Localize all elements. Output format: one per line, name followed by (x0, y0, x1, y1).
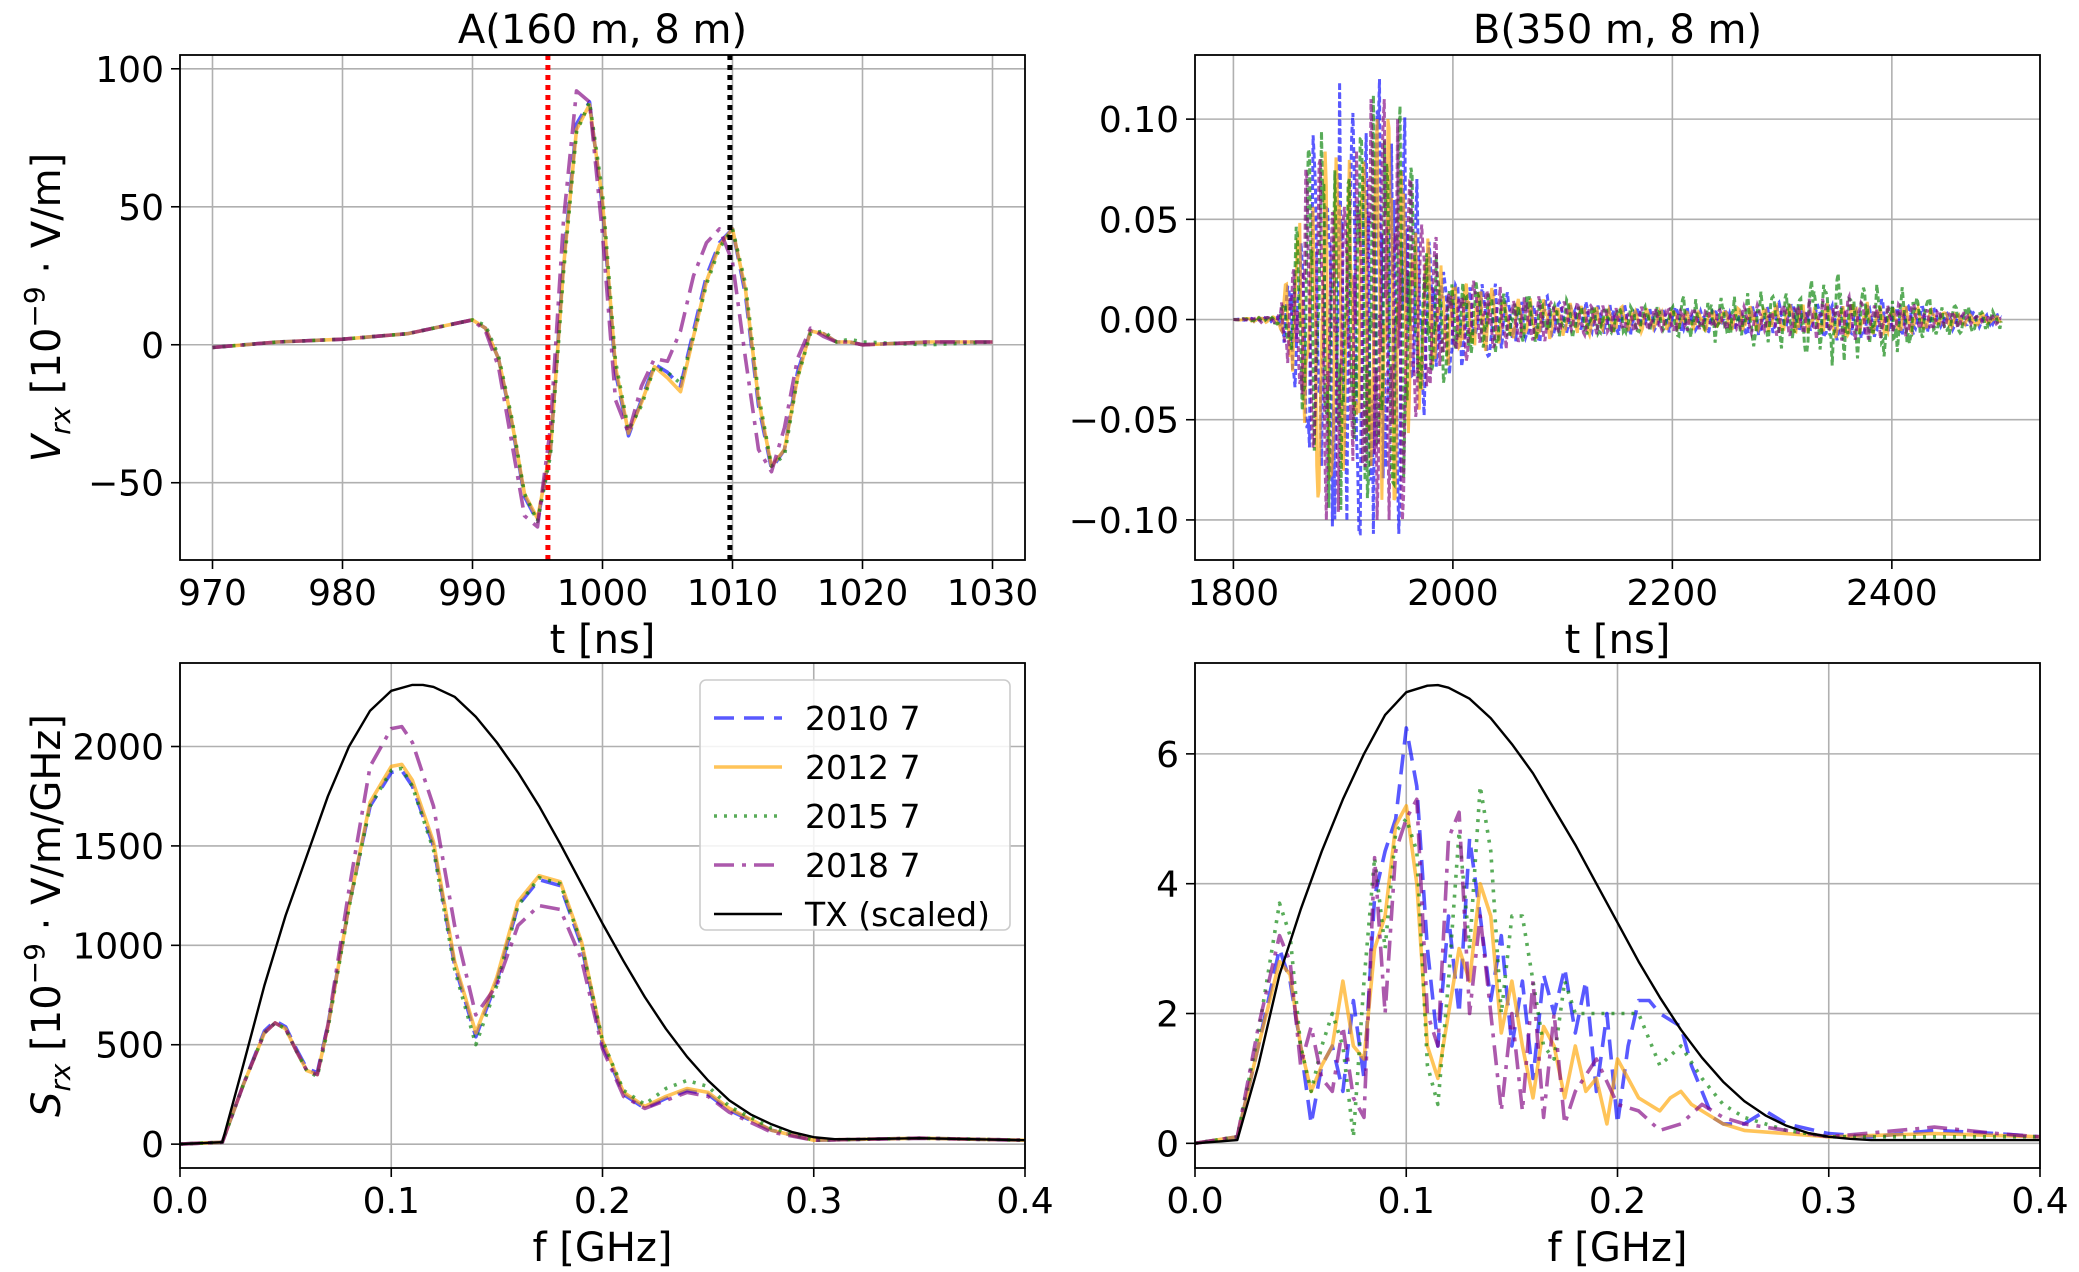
tick-label-y: 0.10 (1099, 100, 1179, 141)
axes-frame (179, 54, 1026, 561)
tick-label-x: 0.4 (996, 1181, 1053, 1222)
tick-label-x: 990 (438, 573, 507, 614)
tick-label-x: 1800 (1188, 573, 1280, 614)
tick-label-x: 1010 (687, 573, 779, 614)
subplot-title: A(160 m, 8 m) (458, 7, 747, 53)
tick-label-y: 0 (141, 1125, 164, 1166)
tick-label-x: 1030 (947, 573, 1039, 614)
axes-frame (179, 662, 1026, 1169)
tick-label-y: 50 (118, 188, 164, 229)
axes-frame (1194, 662, 2041, 1169)
plot-area-A (212, 55, 993, 560)
tick-label-y: 0 (1156, 1124, 1179, 1165)
plot-area-B (1233, 78, 2003, 536)
subplot-title: B(350 m, 8 m) (1473, 7, 1762, 53)
legend: 2010 7 2012 7 2015 7 2018 7 TX (scaled) (699, 679, 1011, 934)
legend-box (699, 679, 1011, 931)
x-axis-label: f [GHz] (1547, 1225, 1687, 1271)
tick-label-x: 980 (308, 573, 377, 614)
y-axis-label: Vrx [10−9 · V/m] (18, 153, 77, 463)
tick-label-x: 2000 (1407, 573, 1499, 614)
tick-label-x: 0.3 (785, 1181, 842, 1222)
subplot-C: 0.0 0.1 0.2 0.3 0.4 0 500 1000 1500 2000 f [GHz] Sr… (18, 662, 1054, 1271)
tick-label-y: 1500 (72, 827, 164, 868)
tick-label-x: 1020 (817, 573, 909, 614)
tick-label-x: 0.0 (151, 1181, 208, 1222)
subplot-A: 970 980 990 1000 1010 1020 1030 −50 0 50 100 A(160 … (18, 7, 1038, 663)
x-axis-label: f [GHz] (532, 1225, 672, 1271)
series-line-2012-7 (180, 762, 1025, 1146)
tick-label-y: 6 (1156, 735, 1179, 776)
series-line-2018-7 (180, 724, 1025, 1146)
subplot-B: 1800 2000 2200 2400 −0.10 −0.05 0.00 0.05 0.10 B(… (1069, 7, 2041, 663)
tick-label-y: 0.00 (1099, 301, 1179, 342)
tick-label-y: −0.05 (1069, 401, 1179, 442)
x-axis-label: t [ns] (1565, 617, 1671, 663)
series-line-2015-7 (180, 766, 1025, 1146)
x-axis-label: t [ns] (550, 617, 656, 663)
tick-label-y: −50 (88, 464, 164, 505)
tick-label-y: 0.05 (1099, 200, 1179, 241)
tick-label-x: 1000 (557, 573, 649, 614)
series-line-TX-scaled (180, 683, 1025, 1146)
subplot-D: 0.0 0.1 0.2 0.3 0.4 0 2 4 6 f [GHz] (1156, 662, 2069, 1271)
tick-label-x: 0.3 (1800, 1181, 1857, 1222)
tick-label-x: 0.1 (363, 1181, 420, 1222)
tick-label-x: 970 (178, 573, 247, 614)
legend-label: 2012 7 (805, 748, 920, 787)
tick-label-y: 2 (1156, 995, 1179, 1036)
tick-label-x: 2200 (1627, 573, 1719, 614)
tick-label-y: 1000 (72, 926, 164, 967)
plot-area-C (180, 683, 1025, 1146)
tick-label-y: 0 (141, 326, 164, 367)
tick-label-x: 2400 (1846, 573, 1938, 614)
tick-label-y: 100 (95, 50, 164, 91)
tick-label-x: 0.2 (1589, 1181, 1646, 1222)
series-line-TX-scaled (1195, 683, 2040, 1145)
series-line-2015-7 (212, 100, 993, 524)
tick-label-y: −0.10 (1069, 501, 1179, 542)
tick-label-x: 0.0 (1166, 1181, 1223, 1222)
series-line-2018-7 (212, 89, 993, 529)
plot-area-D (1195, 683, 2040, 1146)
tick-label-y: 500 (95, 1026, 164, 1067)
legend-label: 2018 7 (805, 846, 920, 885)
y-axis-label: Srx [10−9 · V/m/GHz] (18, 714, 77, 1117)
tick-label-x: 0.1 (1378, 1181, 1435, 1222)
legend-label: 2010 7 (805, 699, 920, 738)
legend-label: TX (scaled) (804, 895, 990, 934)
series-line-2018-7 (1195, 797, 2040, 1146)
axes-frame (1194, 54, 2041, 561)
tick-label-x: 0.4 (2011, 1181, 2068, 1222)
series-line-2018-7 (1233, 99, 2002, 520)
tick-label-y: 2000 (72, 728, 164, 769)
tick-label-y: 4 (1156, 865, 1179, 906)
legend-label: 2015 7 (805, 797, 920, 836)
tick-label-x: 0.2 (574, 1181, 631, 1222)
series-line-2012-7 (1195, 803, 2040, 1146)
